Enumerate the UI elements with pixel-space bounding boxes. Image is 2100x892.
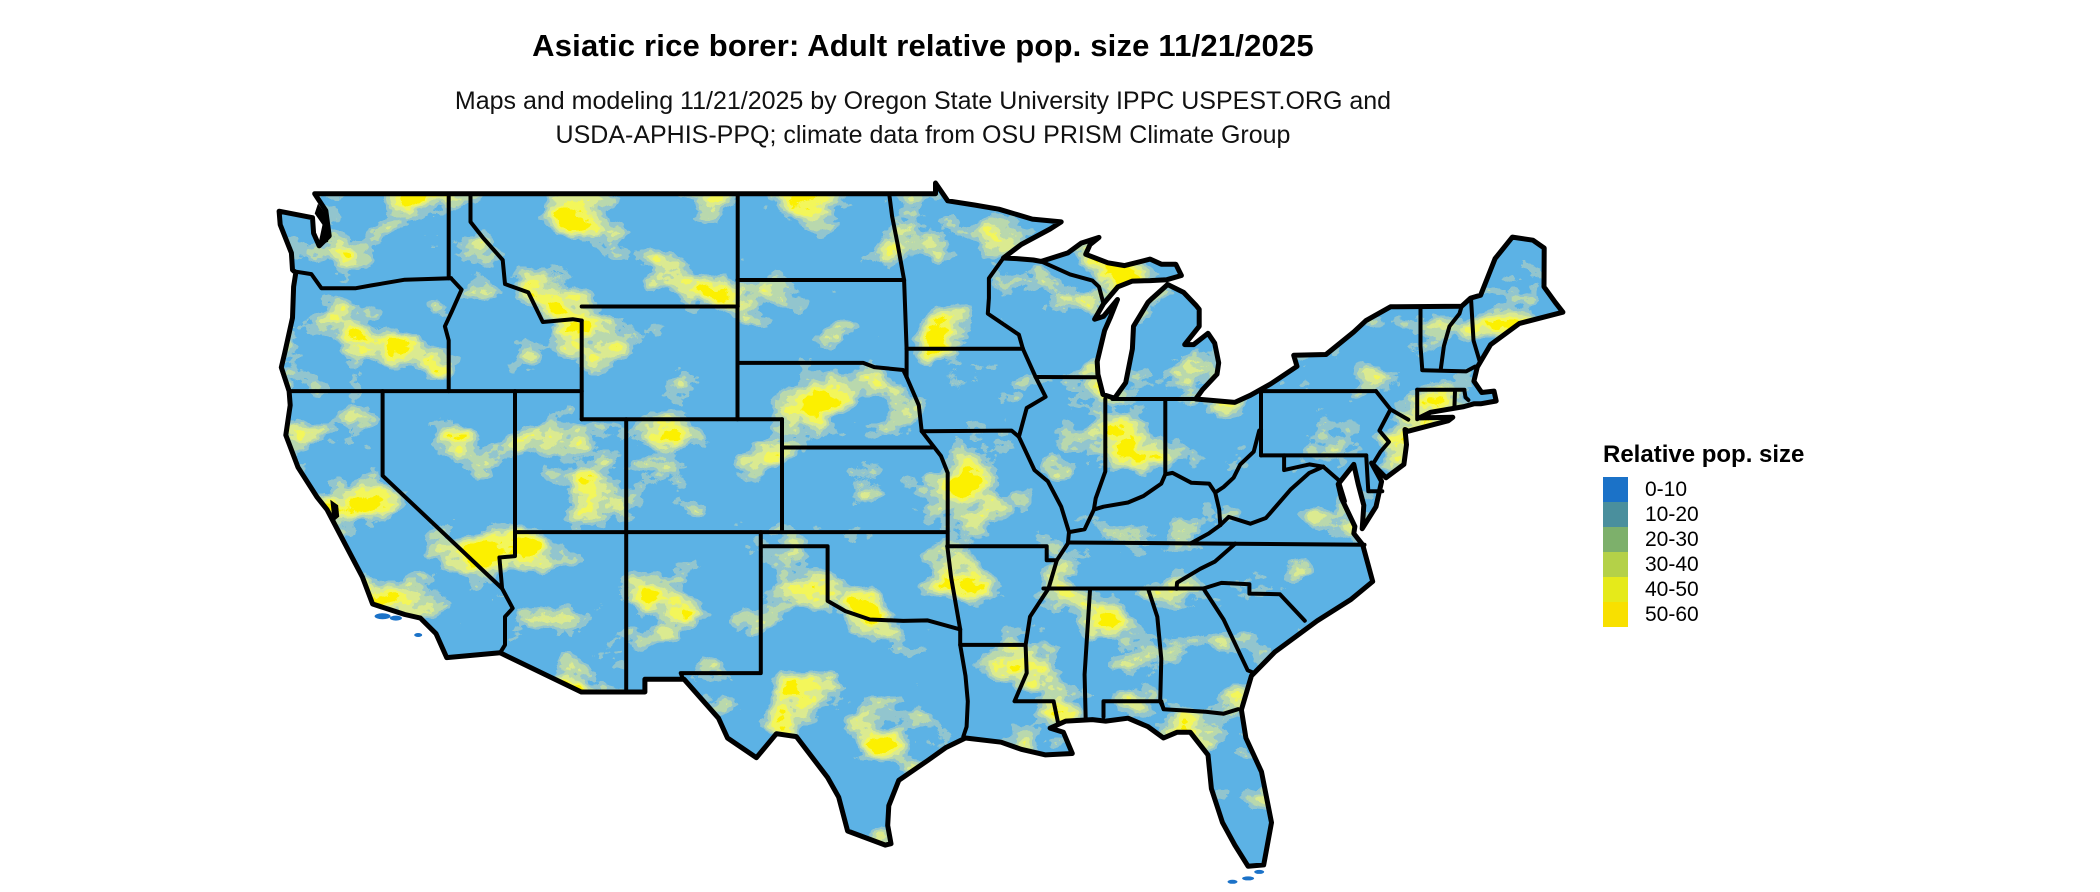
legend-swatch [1603,577,1628,602]
island [1227,879,1238,884]
legend-swatch [1603,552,1628,577]
island [1242,876,1255,881]
state-borders [287,191,1482,739]
legend-item: 20-30 [1603,527,1804,552]
legend-item: 30-40 [1603,552,1804,577]
legend-item: 50-60 [1603,602,1804,627]
legend-label: 40-50 [1645,578,1699,601]
legend-label: 50-60 [1645,603,1699,626]
legend-swatch [1603,502,1628,527]
legend-label: 10-20 [1645,503,1699,526]
legend-label: 0-10 [1645,478,1688,501]
legend: Relative pop. size 0-10 10-20 20-30 30-4… [1603,441,1804,627]
subtitle-line-1: Maps and modeling 11/21/2025 by Oregon S… [454,87,1392,115]
island [414,633,423,637]
page-title: Asiatic rice borer: Adult relative pop. … [532,28,1314,63]
legend-label: 20-30 [1645,528,1699,551]
subtitle-line-2: USDA-APHIS-PPQ; climate data from OSU PR… [555,121,1291,149]
conus-outline [276,180,1566,869]
legend-swatch [1603,602,1628,627]
puget-sound [314,203,330,246]
legend-item: 10-20 [1603,502,1804,527]
legend-label: 30-40 [1645,553,1699,576]
legend-item: 0-10 [1603,477,1804,502]
legend-title: Relative pop. size [1603,441,1805,468]
island [1254,869,1265,874]
san-francisco-bay [330,499,340,523]
subtitle: Maps and modeling 11/21/2025 by Oregon S… [0,84,1846,152]
legend-swatch [1603,527,1628,552]
legend-item: 40-50 [1603,577,1804,602]
legend-swatch [1603,477,1628,502]
island [374,613,391,620]
island [389,615,402,621]
